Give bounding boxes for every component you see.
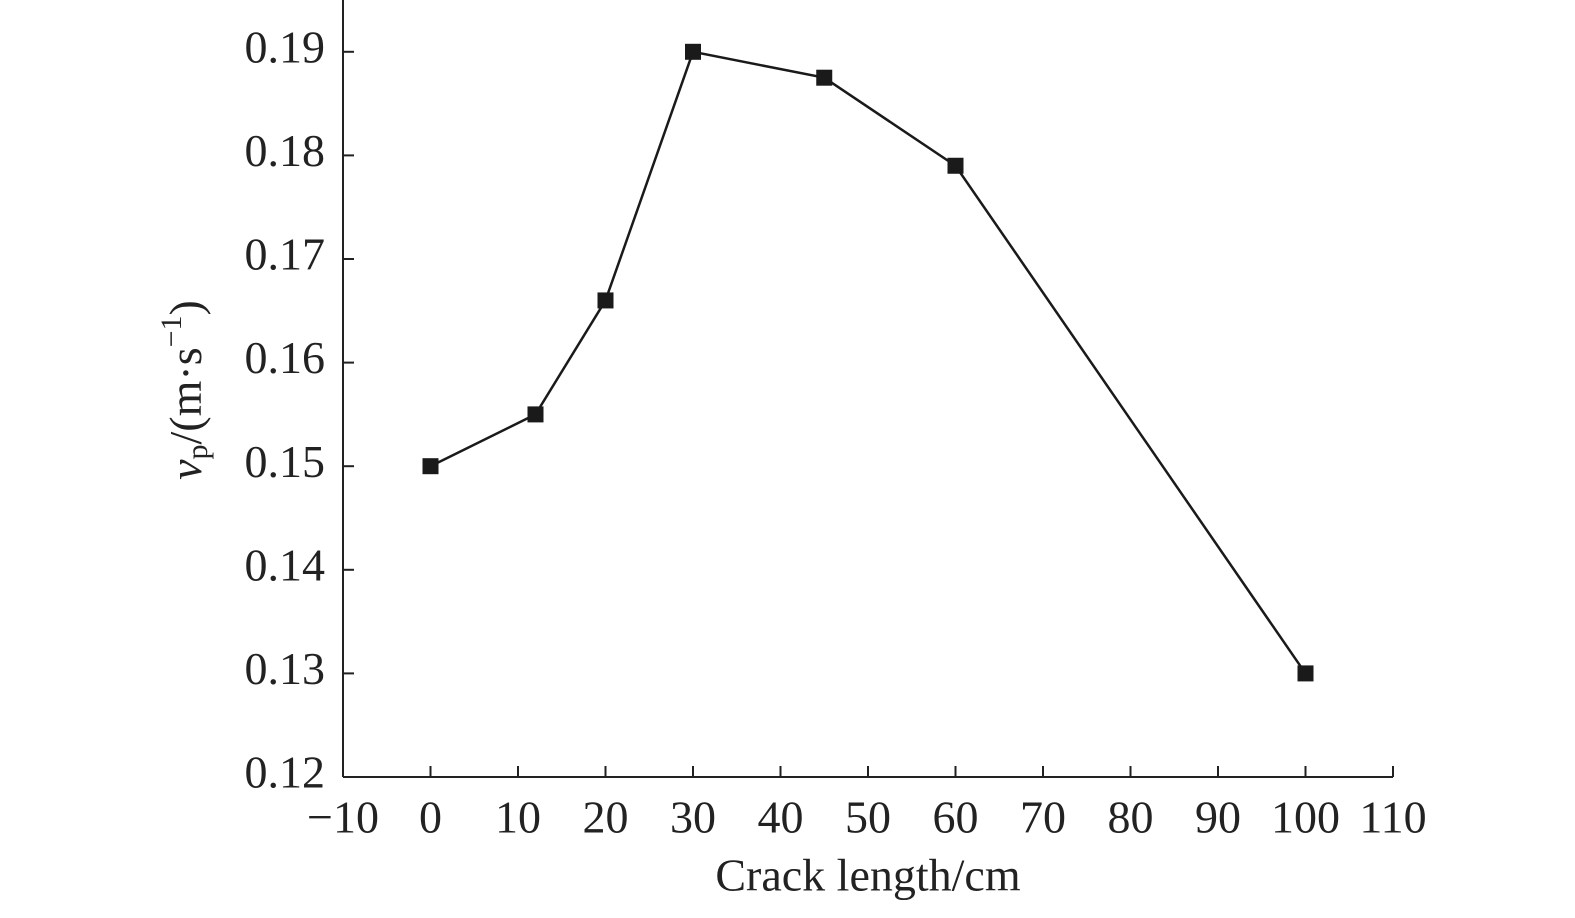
- x-tick-label: 50: [845, 792, 891, 843]
- data-point: [597, 292, 614, 309]
- y-axis-label: vp/(m·s−1): [155, 300, 214, 480]
- y-tick-label: 0.12: [245, 747, 326, 798]
- x-tick-label: 90: [1195, 792, 1241, 843]
- data-point: [947, 157, 964, 174]
- x-tick-label: 70: [1020, 792, 1066, 843]
- data-point: [816, 69, 833, 86]
- x-tick-label: 110: [1359, 792, 1426, 843]
- x-tick-label: 60: [933, 792, 979, 843]
- y-label-unit: /(m·s: [160, 347, 211, 444]
- y-label-close: ): [160, 300, 211, 315]
- y-tick-label: 0.15: [245, 436, 326, 487]
- y-tick-label: 0.16: [245, 332, 326, 383]
- y-tick-label: 0.13: [245, 643, 326, 694]
- y-tick-label: 0.19: [245, 21, 326, 72]
- x-tick-label: −10: [307, 792, 379, 843]
- x-tick-label: 100: [1271, 792, 1340, 843]
- y-tick-label: 0.17: [245, 229, 326, 280]
- x-tick-label: 30: [670, 792, 716, 843]
- data-point: [527, 406, 544, 423]
- y-tick-label: 0.14: [245, 539, 326, 590]
- x-axis-label: Crack length/cm: [715, 850, 1021, 901]
- y-label-subscript: p: [181, 444, 214, 459]
- x-tick-label: 20: [583, 792, 629, 843]
- x-tick-label: 80: [1108, 792, 1154, 843]
- y-tick-label: 0.18: [245, 125, 326, 176]
- data-point: [1297, 665, 1314, 682]
- data-point: [685, 43, 701, 60]
- y-label-superscript: −1: [155, 315, 188, 347]
- x-tick-label: 40: [758, 792, 804, 843]
- x-tick-label: 0: [419, 792, 442, 843]
- data-point: [422, 458, 439, 475]
- y-label-symbol: v: [160, 459, 211, 480]
- x-tick-label: 10: [495, 792, 541, 843]
